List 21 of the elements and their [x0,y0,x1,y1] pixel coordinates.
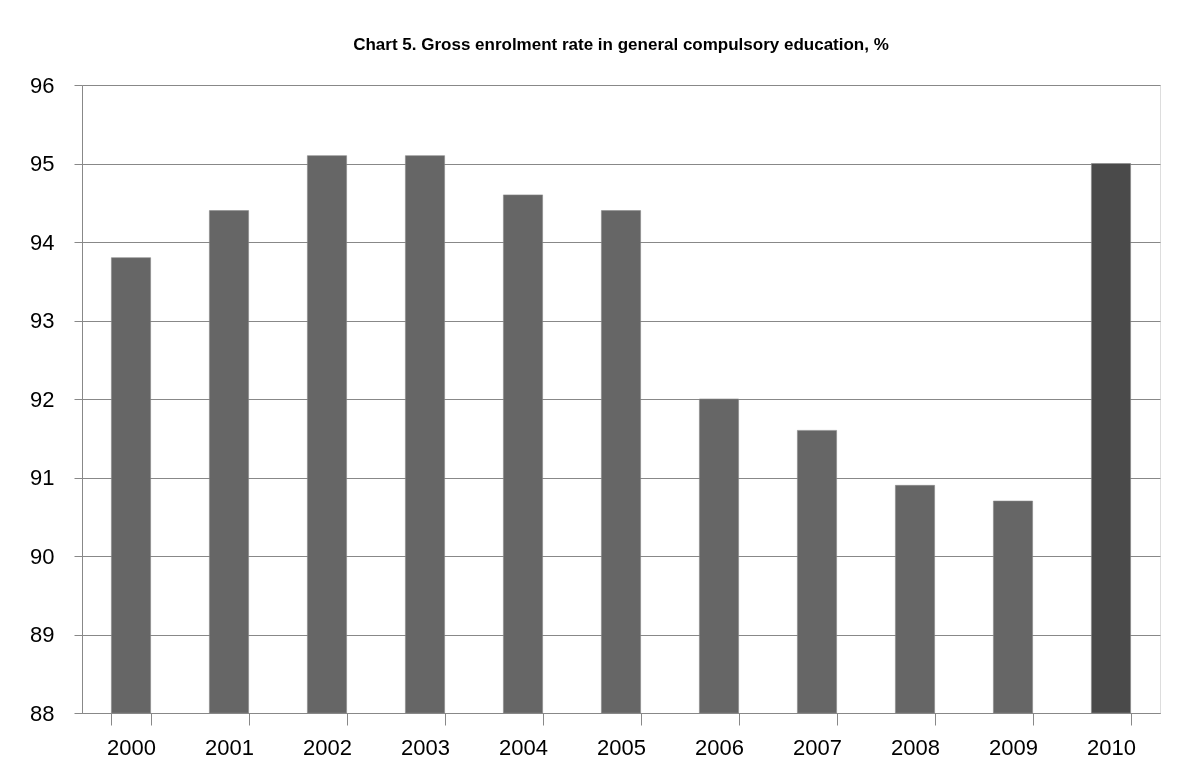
y-tick-label: 89 [30,622,55,647]
y-tick-label: 88 [30,700,55,726]
x-tick-label: 2005 [597,734,646,760]
y-tick-label: 90 [30,543,55,569]
y-tick-label: 92 [30,386,55,412]
y-tick-label: 95 [30,151,55,176]
x-tick-label: 2000 [107,734,156,760]
x-tick-label: 2004 [499,734,548,760]
x-tick-label: 2009 [989,734,1038,760]
y-tick-label: 96 [30,72,55,98]
x-tick-label: 2007 [793,734,842,760]
x-tick-label: 2008 [891,734,940,760]
y-tick-label: 93 [30,308,55,333]
chart-title: Chart 5. Gross enrolment rate in general compulsory education, % [353,35,889,54]
x-tick-label: 2001 [205,734,254,760]
x-tick-label: 2006 [695,734,744,760]
x-tick-label: 2003 [401,734,450,760]
y-tick-label: 91 [30,465,55,490]
x-tick-label: 2002 [303,734,352,760]
y-tick-label: 94 [30,229,55,255]
x-tick-label: 2010 [1087,734,1136,760]
